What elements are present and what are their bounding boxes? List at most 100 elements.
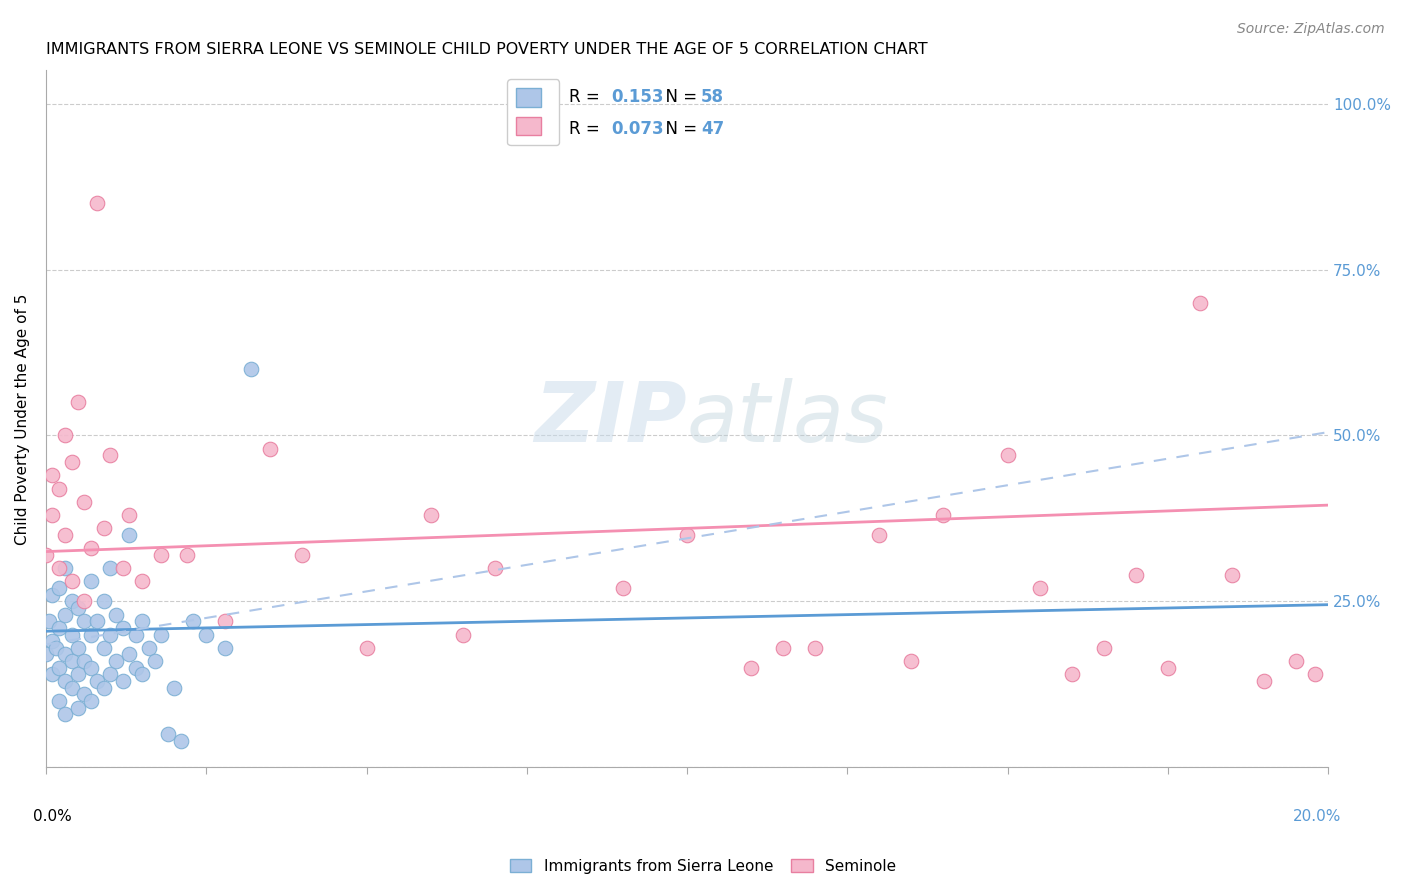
Point [60,594,83,608]
Text: Source: ZipAtlas.com: Source: ZipAtlas.com [1237,22,1385,37]
Point [60,627,83,641]
Text: 0.0%: 0.0% [34,809,72,824]
Point [80,574,103,589]
Point [105,654,128,668]
Text: 58: 58 [702,88,724,106]
Point [118,648,141,662]
Point [93,640,115,655]
Point [53,707,76,722]
Point [451,627,474,641]
Point [1188,295,1211,310]
Point [1220,567,1243,582]
Point [93,521,115,535]
Point [997,448,1019,462]
Point [118,528,141,542]
Point [66,667,89,681]
Text: R =: R = [569,88,605,106]
Point [80,627,103,641]
Point [60,681,83,695]
Point [80,694,103,708]
Point [214,614,236,628]
Point [143,654,166,668]
Point [60,654,83,668]
Text: N =: N = [655,120,703,138]
Point [163,681,186,695]
Point [169,733,191,747]
Point [612,581,634,595]
Text: N =: N = [655,88,703,106]
Point [150,548,173,562]
Text: 0.073: 0.073 [612,120,664,138]
Point [131,614,153,628]
Point [53,673,76,688]
Point [868,528,890,542]
Point [932,508,955,522]
Point [1125,567,1147,582]
Point [195,627,218,641]
Point [48,621,70,635]
Point [53,648,76,662]
Point [131,667,153,681]
Point [66,700,89,714]
Point [73,614,96,628]
Point [53,428,76,442]
Point [356,640,378,655]
Point [1157,661,1180,675]
Text: 47: 47 [702,120,724,138]
Point [66,601,89,615]
Text: ZIP: ZIP [534,378,688,459]
Point [98,667,121,681]
Point [41,667,63,681]
Point [900,654,922,668]
Point [45,640,67,655]
Text: 20.0%: 20.0% [1292,809,1341,824]
Text: 0.153: 0.153 [612,88,664,106]
Point [48,661,70,675]
Point [38,614,60,628]
Point [111,621,134,635]
Text: IMMIGRANTS FROM SIERRA LEONE VS SEMINOLE CHILD POVERTY UNDER THE AGE OF 5 CORREL: IMMIGRANTS FROM SIERRA LEONE VS SEMINOLE… [46,42,928,57]
Point [48,482,70,496]
Point [80,541,103,556]
Point [98,561,121,575]
Point [73,654,96,668]
Point [138,640,160,655]
Point [259,442,281,456]
Point [419,508,441,522]
Text: atlas: atlas [688,378,889,459]
Point [804,640,827,655]
Point [676,528,699,542]
Point [111,673,134,688]
Legend: Immigrants from Sierra Leone, Seminole: Immigrants from Sierra Leone, Seminole [503,853,903,880]
Text: R =: R = [569,120,605,138]
Point [1092,640,1115,655]
Point [1060,667,1083,681]
Point [1253,673,1275,688]
Point [73,495,96,509]
Point [53,528,76,542]
Point [48,581,70,595]
Legend: , : , [508,79,560,145]
Point [772,640,794,655]
Point [41,588,63,602]
Point [60,574,83,589]
Point [66,395,89,409]
Point [35,648,58,662]
Point [60,455,83,469]
Point [291,548,314,562]
Point [98,627,121,641]
Point [1028,581,1050,595]
Point [35,548,58,562]
Point [740,661,762,675]
Point [86,673,108,688]
Point [93,681,115,695]
Point [53,607,76,622]
Point [484,561,506,575]
Point [125,627,148,641]
Point [150,627,173,641]
Point [176,548,198,562]
Y-axis label: Child Poverty Under the Age of 5: Child Poverty Under the Age of 5 [15,293,30,544]
Point [1305,667,1327,681]
Point [48,561,70,575]
Point [131,574,153,589]
